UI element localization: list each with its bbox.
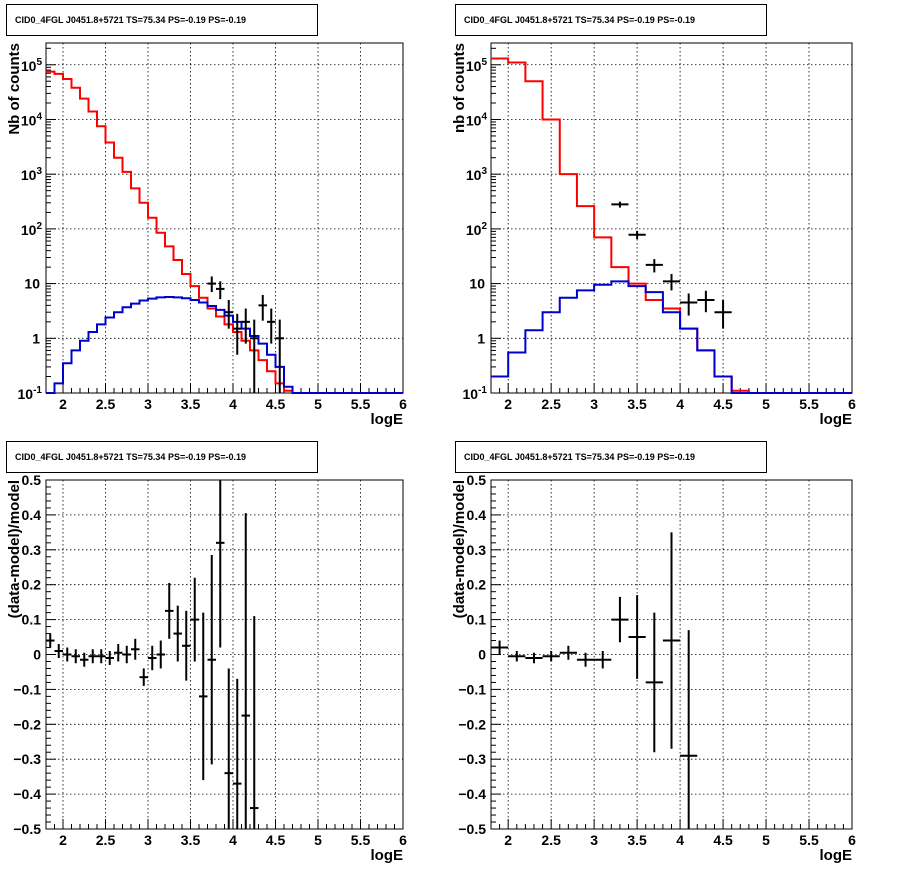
y-tick-label: 0 bbox=[33, 647, 41, 663]
y-tick-label: −0.5 bbox=[13, 821, 41, 837]
y-tick-label: 102 bbox=[21, 221, 43, 238]
x-tick-label: 5.5 bbox=[351, 396, 371, 412]
x-tick-label: 5 bbox=[762, 832, 770, 848]
series-1-line bbox=[491, 57, 852, 394]
x-tick-label: 5 bbox=[314, 396, 322, 412]
x-tick-label: 5.5 bbox=[799, 396, 819, 412]
y-tick-label: 105 bbox=[466, 57, 488, 74]
y-tick-label: 103 bbox=[21, 166, 43, 183]
y-tick-label: 104 bbox=[466, 111, 488, 128]
x-tick-label: 2 bbox=[504, 832, 512, 848]
y-tick-label: 105 bbox=[21, 57, 43, 74]
x-tick-label: 3.5 bbox=[181, 832, 201, 848]
y-axis-label: (data-model)/model bbox=[6, 480, 23, 618]
x-tick-label: 4 bbox=[229, 396, 237, 412]
y-tick-label: 103 bbox=[466, 166, 488, 183]
y-tick-label: 0.2 bbox=[22, 577, 42, 593]
x-tick-label: 2 bbox=[59, 396, 67, 412]
x-tick-label: 4.5 bbox=[266, 832, 286, 848]
y-tick-label: 0.4 bbox=[467, 507, 487, 523]
series-2-line bbox=[491, 280, 852, 394]
y-tick-label: −0.4 bbox=[13, 786, 41, 802]
x-tick-label: 4 bbox=[229, 832, 237, 848]
chart-title-bottom-left: CID0_4FGL J0451.8+5721 TS=75.34 PS=-0.19… bbox=[6, 441, 318, 473]
y-axis-label: Nb of counts bbox=[6, 43, 23, 135]
y-tick-label: 1 bbox=[477, 330, 485, 346]
plot-frame bbox=[490, 42, 853, 394]
y-tick-label: 0.5 bbox=[467, 472, 487, 488]
plot-frame bbox=[45, 479, 404, 830]
x-tick-label: 3 bbox=[590, 396, 598, 412]
x-tick-label: 6 bbox=[848, 832, 856, 848]
chart-title-top-right: CID0_4FGL J0451.8+5721 TS=75.34 PS=-0.19… bbox=[455, 4, 767, 36]
x-tick-label: 2.5 bbox=[541, 832, 561, 848]
x-tick-label: 4.5 bbox=[713, 396, 733, 412]
x-tick-label: 5.5 bbox=[799, 832, 819, 848]
x-tick-label: 2 bbox=[59, 832, 67, 848]
x-tick-label: 5 bbox=[762, 396, 770, 412]
y-tick-label: −0.5 bbox=[458, 821, 486, 837]
series-1-line bbox=[46, 70, 403, 394]
y-tick-label: 0.3 bbox=[467, 542, 487, 558]
x-tick-label: 3.5 bbox=[627, 396, 647, 412]
y-axis-label: nb of counts bbox=[451, 43, 468, 133]
y-tick-label: −0.2 bbox=[13, 716, 41, 732]
y-tick-label: 1 bbox=[32, 330, 40, 346]
x-tick-label: 2 bbox=[504, 396, 512, 412]
y-tick-label: 0.1 bbox=[467, 612, 487, 628]
y-tick-label: −0.3 bbox=[458, 751, 486, 767]
y-tick-label: 0.1 bbox=[22, 612, 42, 628]
x-tick-label: 4 bbox=[676, 396, 684, 412]
x-axis-label: logE bbox=[371, 411, 404, 428]
y-tick-label: 104 bbox=[21, 111, 43, 128]
y-tick-label: 0.5 bbox=[22, 472, 42, 488]
x-axis-label: logE bbox=[820, 847, 853, 864]
x-tick-label: 4 bbox=[676, 832, 684, 848]
x-axis-label: logE bbox=[820, 411, 853, 428]
y-tick-label: 10 bbox=[469, 276, 485, 292]
x-tick-label: 5.5 bbox=[351, 832, 371, 848]
x-tick-label: 6 bbox=[399, 396, 407, 412]
x-tick-label: 4.5 bbox=[266, 396, 286, 412]
y-tick-label: 0.4 bbox=[22, 507, 42, 523]
plot-frame bbox=[45, 42, 404, 394]
x-tick-label: 2.5 bbox=[96, 396, 116, 412]
chart-title-bottom-right: CID0_4FGL J0451.8+5721 TS=75.34 PS=-0.19… bbox=[455, 441, 767, 473]
x-tick-label: 3 bbox=[144, 832, 152, 848]
y-axis-label: (data-model)/model bbox=[451, 480, 468, 618]
y-tick-label: −0.1 bbox=[458, 681, 486, 697]
y-tick-label: −0.4 bbox=[458, 786, 486, 802]
x-tick-label: 2.5 bbox=[96, 832, 116, 848]
x-tick-label: 6 bbox=[848, 396, 856, 412]
y-tick-label: 10 bbox=[24, 276, 40, 292]
y-tick-label: 0.2 bbox=[467, 577, 487, 593]
y-tick-label: 102 bbox=[466, 221, 488, 238]
x-tick-label: 2.5 bbox=[541, 396, 561, 412]
x-tick-label: 3 bbox=[590, 832, 598, 848]
y-tick-label: −0.3 bbox=[13, 751, 41, 767]
x-axis-label: logE bbox=[371, 847, 404, 864]
x-tick-label: 3.5 bbox=[181, 396, 201, 412]
x-tick-label: 6 bbox=[399, 832, 407, 848]
y-tick-label: 0 bbox=[478, 647, 486, 663]
y-tick-label: −0.1 bbox=[13, 681, 41, 697]
y-tick-label: 10-1 bbox=[463, 385, 488, 402]
x-tick-label: 5 bbox=[314, 832, 322, 848]
x-tick-label: 3 bbox=[144, 396, 152, 412]
y-tick-label: −0.2 bbox=[458, 716, 486, 732]
series-2-line bbox=[46, 295, 403, 394]
chart-title-top-left: CID0_4FGL J0451.8+5721 TS=75.34 PS=-0.19… bbox=[6, 4, 318, 36]
x-tick-label: 4.5 bbox=[713, 832, 733, 848]
x-tick-label: 3.5 bbox=[627, 832, 647, 848]
y-tick-label: 0.3 bbox=[22, 542, 42, 558]
y-tick-label: 10-1 bbox=[18, 385, 43, 402]
